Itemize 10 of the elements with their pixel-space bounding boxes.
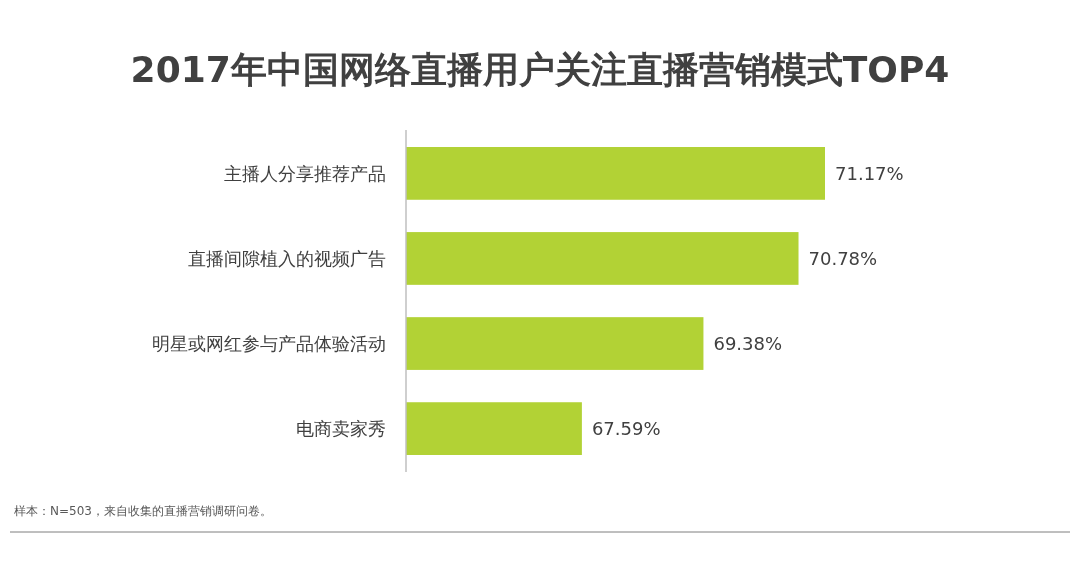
data-label: 69.38% <box>713 332 783 354</box>
y-tick-label: 明星或网红参与产品体验活动 <box>152 332 386 354</box>
y-tick-label: 直播间隙植入的视频广告 <box>188 247 386 269</box>
data-label: 70.78% <box>808 247 878 269</box>
chart-title: 2017年中国网络直播用户关注直播营销模式TOP4 <box>130 49 950 90</box>
data-label: 71.17% <box>835 162 904 184</box>
y-tick-label: 主播人分享推荐产品 <box>224 162 386 184</box>
data-label: 67.59% <box>591 417 661 439</box>
text: 样本：N=503，来自收集的直播营销调研问卷。 <box>14 504 272 518</box>
y-tick-label: 电商卖家秀 <box>296 417 386 439</box>
